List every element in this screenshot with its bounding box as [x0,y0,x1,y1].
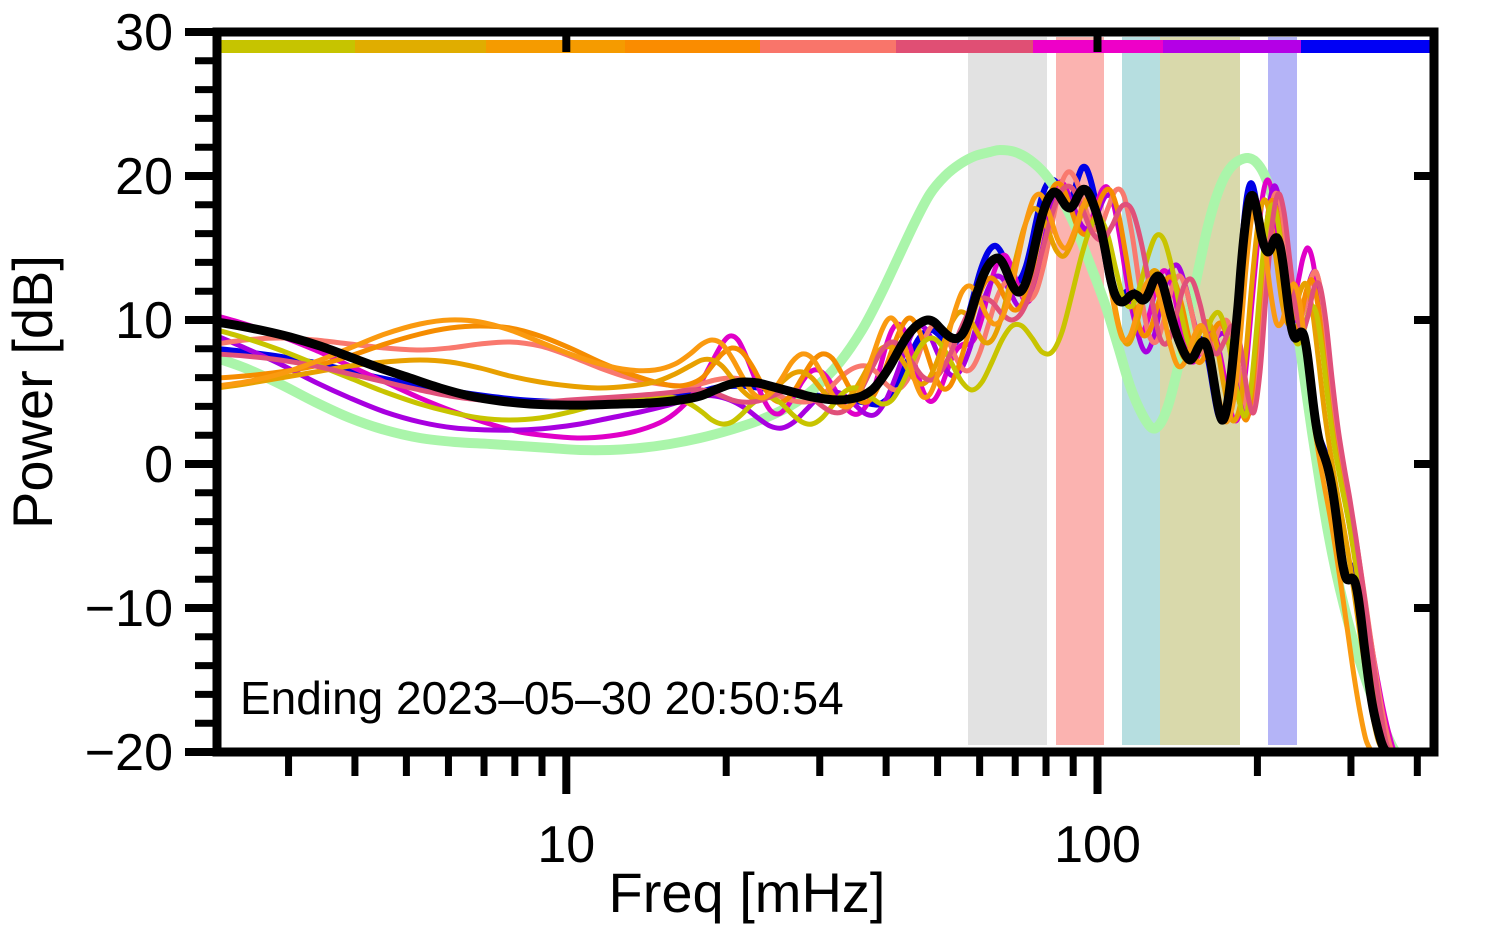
axis-ticks-group [185,28,1434,794]
colorbar-segment-7 [1163,40,1301,53]
colorbar-segment-8 [1301,40,1434,53]
band-pink [1056,37,1104,745]
colorbar-segment-5 [896,40,1033,53]
series-trace-orange-c [217,191,1375,752]
x-tick-labels: 10 100 [537,816,1141,874]
y-axis-title: Power [dB] [1,255,64,529]
plot-frame [212,27,1439,757]
x-axis-title: Freq [mHz] [609,861,886,924]
spectrum-traces-group [217,145,1401,752]
series-mean [217,184,1393,752]
y-tick-label: −10 [85,580,173,638]
y-tick-label: 0 [144,436,173,494]
colorbar-segment-1 [355,40,486,53]
band-lavender [1268,37,1297,745]
shaded-bands-group [968,37,1297,745]
y-tick-label: 20 [115,148,173,206]
series-trace-crimson [217,183,1393,752]
band-gray [968,37,1047,745]
y-tick-label: 30 [115,4,173,62]
y-tick-label: 10 [115,292,173,350]
time-colorbar [217,40,1434,53]
y-tick-labels: −20 −10 0 10 20 30 [85,4,173,782]
series-trace-lightgreen [217,145,1401,752]
y-tick-label: −20 [85,724,173,782]
colorbar-segment-4 [760,40,896,53]
colorbar-segment-0 [217,40,355,53]
x-tick-label: 100 [1054,816,1141,874]
colorbar-segment-3 [625,40,760,53]
x-tick-label: 10 [537,816,595,874]
ending-timestamp-annotation: Ending 2023‒05‒30 20:50:54 [240,672,844,724]
colorbar-segment-2 [486,40,625,53]
